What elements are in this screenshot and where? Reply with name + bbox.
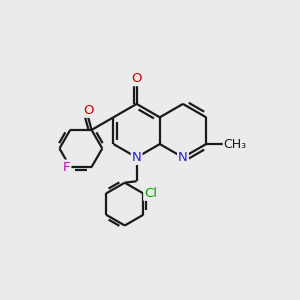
Text: CH₃: CH₃ [224,138,247,151]
Text: F: F [63,160,70,173]
Text: O: O [84,104,94,117]
Text: N: N [178,151,188,164]
Text: N: N [132,151,142,164]
Text: O: O [131,72,142,85]
Text: Cl: Cl [144,187,157,200]
